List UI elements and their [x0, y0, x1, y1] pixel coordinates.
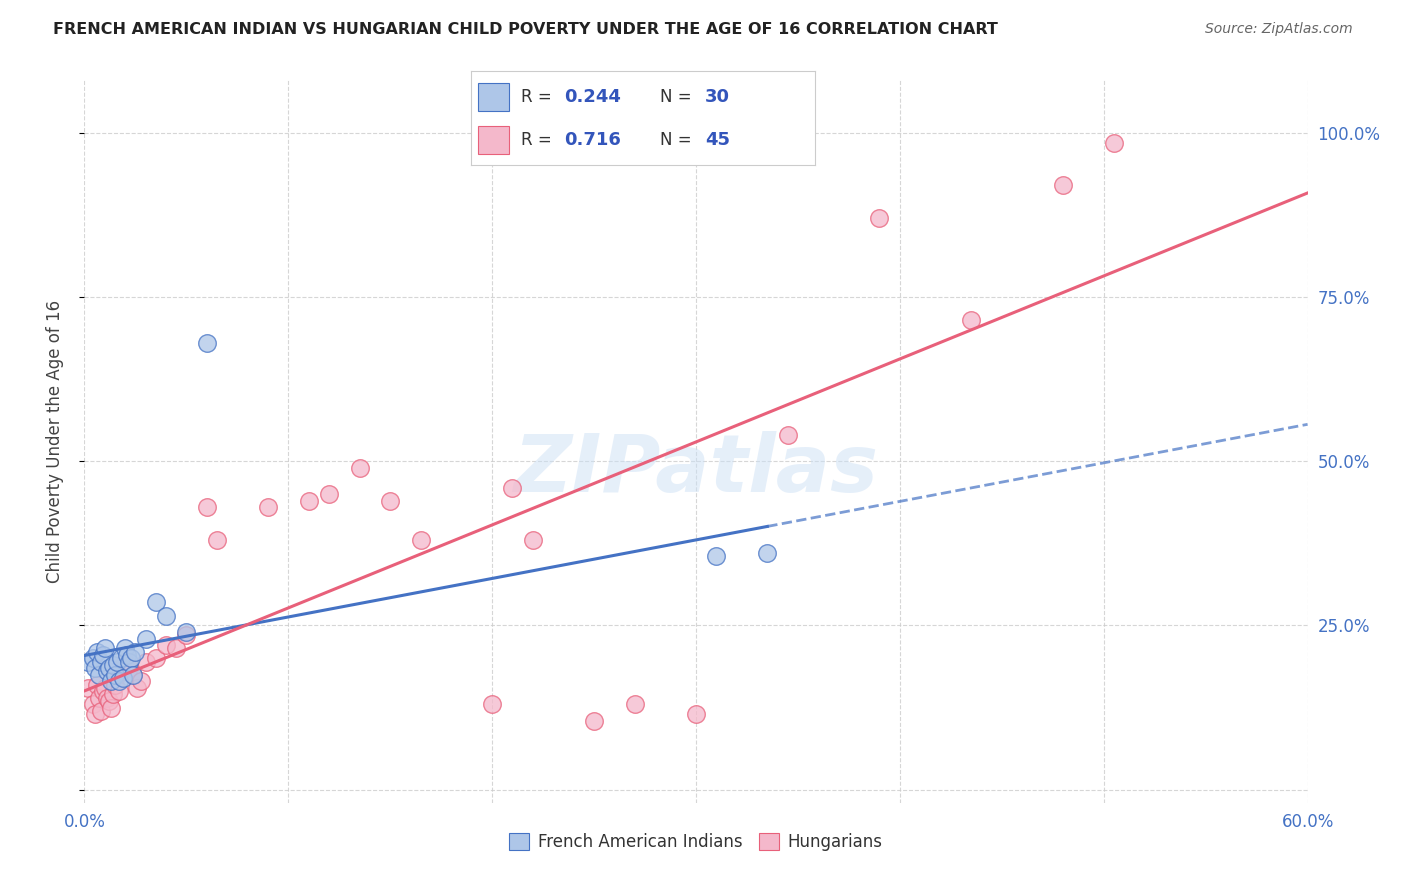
Point	[706, 549, 728, 564]
Point	[349, 460, 371, 475]
Point	[118, 661, 141, 675]
Point	[155, 638, 177, 652]
Point	[110, 651, 132, 665]
Text: ZIPatlas: ZIPatlas	[513, 432, 879, 509]
Point	[1052, 178, 1074, 193]
Point	[165, 641, 187, 656]
Point	[87, 690, 110, 705]
Point	[318, 487, 340, 501]
Point	[174, 625, 197, 640]
Point	[869, 211, 891, 226]
Point	[145, 595, 167, 609]
Point	[100, 700, 122, 714]
Point	[127, 681, 149, 695]
Text: 30: 30	[706, 87, 730, 105]
Y-axis label: Child Poverty Under the Age of 16: Child Poverty Under the Age of 16	[45, 300, 63, 583]
Text: N =: N =	[661, 87, 697, 105]
Point	[77, 655, 100, 669]
Text: 45: 45	[706, 131, 730, 149]
Point	[110, 665, 132, 679]
Point	[120, 651, 142, 665]
Point	[93, 641, 115, 656]
Point	[82, 651, 104, 665]
Point	[135, 655, 157, 669]
Point	[298, 493, 321, 508]
Text: R =: R =	[522, 131, 557, 149]
Point	[776, 428, 799, 442]
Point	[90, 704, 112, 718]
Point	[145, 651, 167, 665]
Point	[481, 698, 503, 712]
Point	[87, 667, 110, 681]
Point	[124, 645, 146, 659]
Point	[114, 641, 136, 656]
Point	[195, 336, 218, 351]
Point	[115, 648, 138, 662]
Point	[522, 533, 544, 547]
Point	[93, 681, 115, 695]
Text: 0.244: 0.244	[564, 87, 621, 105]
Point	[105, 667, 128, 681]
Point	[112, 671, 135, 685]
Text: FRENCH AMERICAN INDIAN VS HUNGARIAN CHILD POVERTY UNDER THE AGE OF 16 CORRELATIO: FRENCH AMERICAN INDIAN VS HUNGARIAN CHIL…	[53, 22, 998, 37]
Point	[101, 657, 124, 672]
Point	[96, 690, 118, 705]
Point	[91, 648, 114, 662]
Point	[114, 655, 136, 669]
Point	[91, 684, 114, 698]
Point	[135, 632, 157, 646]
Point	[205, 533, 228, 547]
Point	[86, 677, 108, 691]
Point	[83, 707, 105, 722]
Point	[86, 645, 108, 659]
Point	[122, 667, 145, 681]
Point	[108, 684, 131, 698]
Point	[104, 667, 127, 681]
Point	[77, 681, 100, 695]
Point	[195, 500, 218, 515]
Point	[257, 500, 280, 515]
Point	[97, 694, 120, 708]
Point	[104, 677, 127, 691]
Point	[1102, 136, 1125, 150]
Point	[380, 493, 402, 508]
Point	[108, 674, 131, 689]
Point	[174, 628, 197, 642]
Point	[583, 714, 606, 728]
Point	[685, 707, 707, 722]
Point	[502, 481, 524, 495]
Point	[82, 698, 104, 712]
Point	[624, 698, 647, 712]
Point	[122, 667, 145, 681]
Point	[96, 665, 118, 679]
Point	[155, 608, 177, 623]
Point	[90, 655, 112, 669]
Text: Source: ZipAtlas.com: Source: ZipAtlas.com	[1205, 22, 1353, 37]
FancyBboxPatch shape	[478, 126, 509, 153]
FancyBboxPatch shape	[478, 83, 509, 111]
Text: N =: N =	[661, 131, 697, 149]
Point	[118, 655, 141, 669]
Point	[409, 533, 432, 547]
Point	[960, 313, 983, 327]
Point	[105, 655, 128, 669]
Point	[131, 674, 153, 689]
Legend: French American Indians, Hungarians: French American Indians, Hungarians	[501, 825, 891, 860]
Point	[100, 674, 122, 689]
Point	[83, 661, 105, 675]
Text: R =: R =	[522, 87, 557, 105]
Point	[756, 546, 779, 560]
Point	[101, 687, 124, 701]
Text: 0.716: 0.716	[564, 131, 621, 149]
Point	[97, 661, 120, 675]
